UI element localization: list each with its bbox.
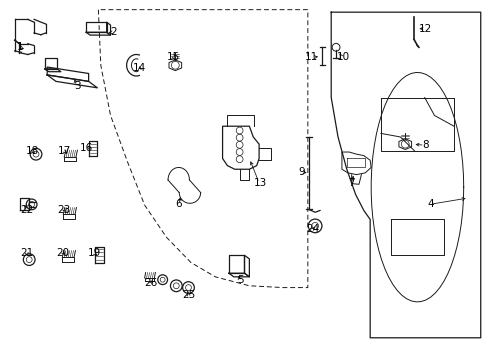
Text: 6: 6 — [175, 199, 182, 210]
Text: 14: 14 — [133, 63, 146, 73]
Text: 1: 1 — [17, 42, 24, 52]
Text: 18: 18 — [26, 146, 39, 156]
Text: 11: 11 — [305, 52, 318, 62]
Text: 15: 15 — [167, 52, 180, 62]
Text: 8: 8 — [422, 140, 428, 150]
Text: 17: 17 — [58, 146, 71, 156]
Text: 23: 23 — [58, 205, 71, 215]
Text: 24: 24 — [305, 225, 319, 234]
Text: 25: 25 — [182, 290, 195, 300]
Text: 12: 12 — [418, 24, 431, 34]
Text: 21: 21 — [20, 248, 33, 258]
Text: 3: 3 — [75, 81, 81, 91]
Text: 7: 7 — [347, 178, 354, 188]
Text: 4: 4 — [427, 199, 433, 210]
Text: 19: 19 — [88, 248, 101, 258]
Text: 5: 5 — [237, 275, 244, 285]
Text: 20: 20 — [57, 248, 70, 258]
Text: 26: 26 — [144, 278, 157, 288]
Text: 2: 2 — [110, 27, 117, 37]
Text: 9: 9 — [298, 167, 305, 177]
Text: 16: 16 — [80, 143, 93, 153]
Text: 13: 13 — [253, 178, 266, 188]
Text: 10: 10 — [336, 52, 349, 62]
Text: 22: 22 — [20, 205, 33, 215]
